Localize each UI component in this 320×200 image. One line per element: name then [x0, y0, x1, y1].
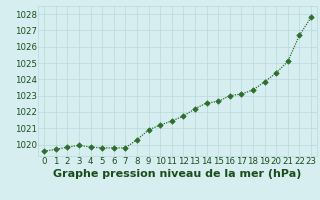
X-axis label: Graphe pression niveau de la mer (hPa): Graphe pression niveau de la mer (hPa) — [53, 169, 302, 179]
